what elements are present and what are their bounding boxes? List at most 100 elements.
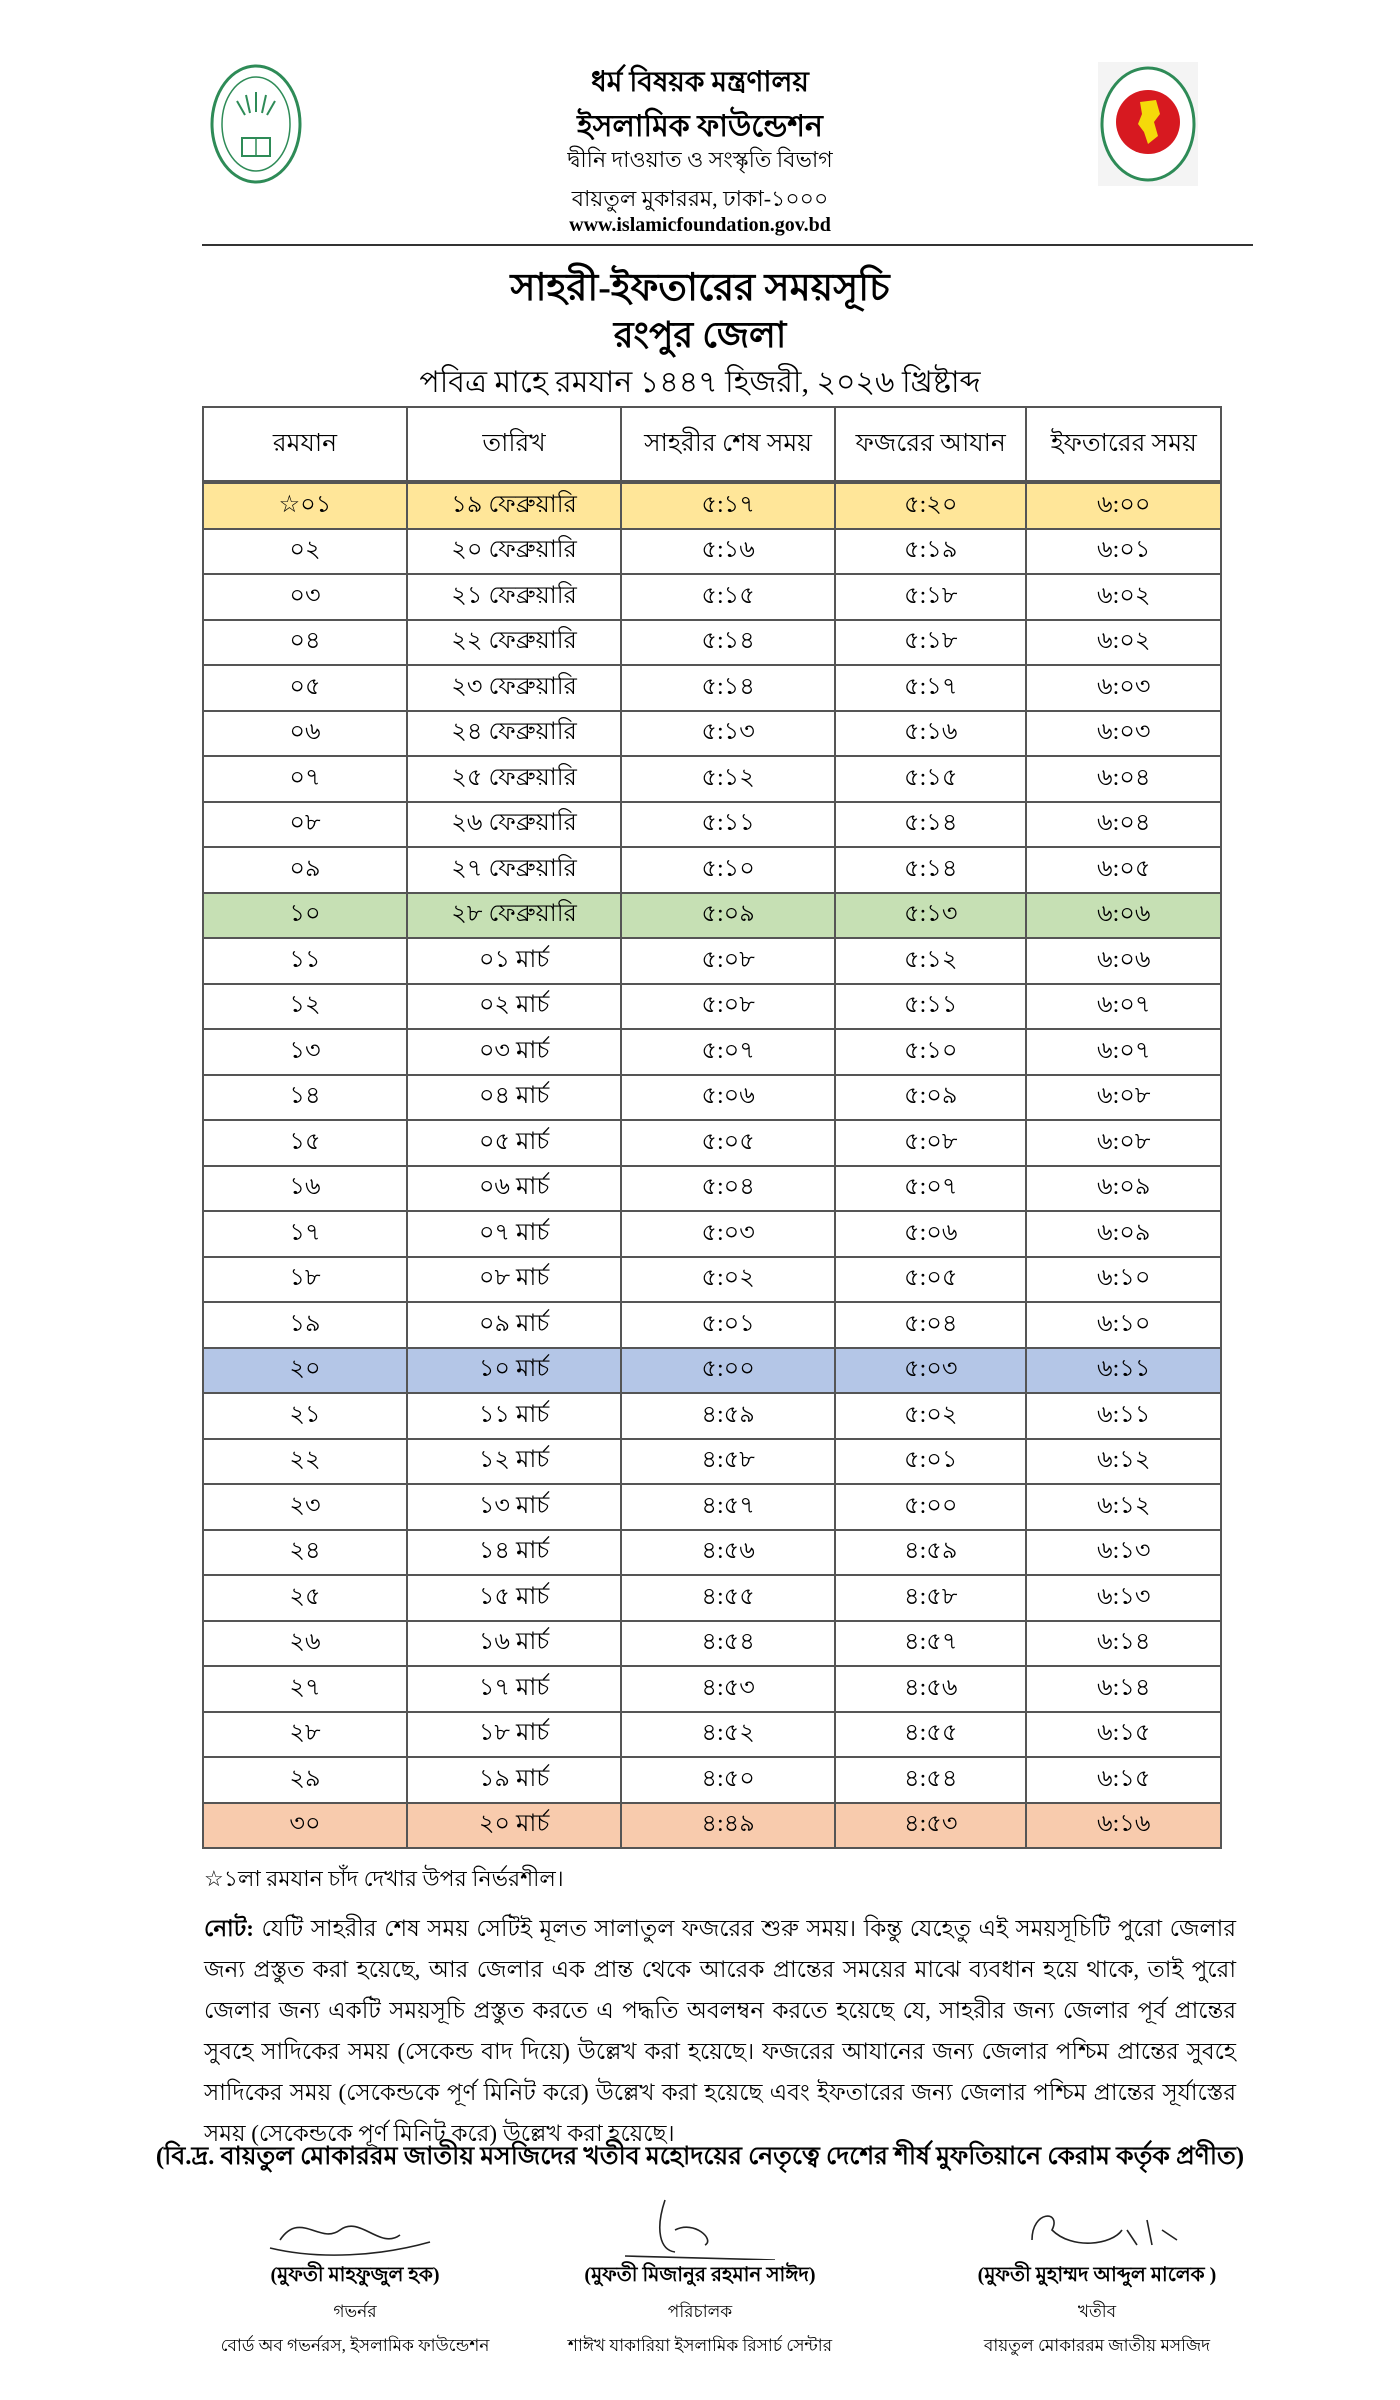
table-row: ২১ ১১ মার্চ ৪:৫৯ ৫:০২ ৬:১১ xyxy=(202,1392,1222,1440)
footnote: ☆১লা রমযান চাঁদ দেখার উপর নির্ভরশীল। xyxy=(204,1866,564,1891)
cell-ramadan: ২৮ xyxy=(202,1710,408,1758)
cell-sehri: ৫:০৩ xyxy=(620,1210,837,1258)
cell-iftar: ৬:১৩ xyxy=(1025,1528,1222,1576)
cell-iftar: ৬:০৬ xyxy=(1025,891,1222,939)
table-row: ০৪ ২২ ফেব্রুয়ারি ৫:১৪ ৫:১৮ ৬:০২ xyxy=(202,618,1222,666)
cell-sehri: ৫:০৬ xyxy=(620,1073,837,1121)
signatory-name: (মুফতী মাহফুজুল হক) xyxy=(270,2264,440,2286)
cell-ramadan: ২২ xyxy=(202,1437,408,1485)
cell-fajr: ৫:০৬ xyxy=(834,1210,1028,1258)
cell-ramadan: ২৫ xyxy=(202,1574,408,1622)
table-row: ০৫ ২৩ ফেব্রুয়ারি ৫:১৪ ৫:১৭ ৬:০৩ xyxy=(202,664,1222,712)
schedule-table: রমযান তারিখ সাহরীর শেষ সময় ফজরের আযান ই… xyxy=(202,406,1222,1849)
cell-iftar: ৬:০৪ xyxy=(1025,800,1222,848)
table-row: ২৮ ১৮ মার্চ ৪:৫২ ৪:৫৫ ৬:১৫ xyxy=(202,1710,1222,1758)
cell-fajr: ৫:০৭ xyxy=(834,1164,1028,1212)
cell-iftar: ৬:০৭ xyxy=(1025,1028,1222,1076)
cell-fajr: ৫:১৬ xyxy=(834,709,1028,757)
address: বায়তুল মুকাররম, ঢাকা-১০০০ xyxy=(571,186,829,211)
website-link[interactable]: www.islamicfoundation.gov.bd xyxy=(569,214,831,236)
cell-ramadan: ১৮ xyxy=(202,1255,408,1303)
cell-fajr: ৪:৫৯ xyxy=(834,1528,1028,1576)
cell-ramadan: ০৮ xyxy=(202,800,408,848)
cell-date: ২০ ফেব্রুয়ারি xyxy=(405,527,623,575)
cell-sehri: ৪:৫৬ xyxy=(620,1528,837,1576)
cell-iftar: ৬:১৩ xyxy=(1025,1574,1222,1622)
cell-ramadan: ১১ xyxy=(202,937,408,985)
cell-date: ২৪ ফেব্রুয়ারি xyxy=(405,709,623,757)
cell-sehri: ৫:১৪ xyxy=(620,664,837,712)
cell-fajr: ৫:১৮ xyxy=(834,618,1028,666)
signatory-name: (মুফতী মুহাম্মদ আব্দুল মালেক ) xyxy=(977,2264,1217,2286)
column-header-ramadan: রমযান xyxy=(202,406,408,483)
cell-fajr: ৪:৫৭ xyxy=(834,1619,1028,1667)
table-header-row: রমযান তারিখ সাহরীর শেষ সময় ফজরের আযান ই… xyxy=(202,406,1222,483)
cell-iftar: ৬:১৫ xyxy=(1025,1756,1222,1804)
cell-fajr: ৫:১২ xyxy=(834,937,1028,985)
table-row: ১০ ২৮ ফেব্রুয়ারি ৫:০৯ ৫:১৩ ৬:০৬ xyxy=(202,891,1222,939)
table-row: ২৯ ১৯ মার্চ ৪:৫০ ৪:৫৪ ৬:১৫ xyxy=(202,1756,1222,1804)
cell-fajr: ৫:০০ xyxy=(834,1483,1028,1531)
cell-ramadan: ১৪ xyxy=(202,1073,408,1121)
note-paragraph: নোট: যেটি সাহরীর শেষ সময় সেটিই মূলত সাল… xyxy=(204,1908,1236,2154)
cell-date: ১৩ মার্চ xyxy=(405,1483,623,1531)
cell-date: ০৫ মার্চ xyxy=(405,1119,623,1167)
cell-iftar: ৬:০৮ xyxy=(1025,1073,1222,1121)
cell-sehri: ৫:০০ xyxy=(620,1346,837,1394)
cell-fajr: ৫:০৩ xyxy=(834,1346,1028,1394)
cell-date: ২২ ফেব্রুয়ারি xyxy=(405,618,623,666)
cell-date: ০২ মার্চ xyxy=(405,982,623,1030)
cell-fajr: ৪:৫৮ xyxy=(834,1574,1028,1622)
cell-fajr: ৫:১৮ xyxy=(834,573,1028,621)
cell-fajr: ৪:৫৩ xyxy=(834,1801,1028,1849)
cell-iftar: ৬:১১ xyxy=(1025,1392,1222,1440)
cell-sehri: ৫:১৬ xyxy=(620,527,837,575)
cell-sehri: ৫:১৪ xyxy=(620,618,837,666)
table-row: ০৮ ২৬ ফেব্রুয়ারি ৫:১১ ৫:১৪ ৬:০৪ xyxy=(202,800,1222,848)
table-row: ২৬ ১৬ মার্চ ৪:৫৪ ৪:৫৭ ৬:১৪ xyxy=(202,1619,1222,1667)
cell-fajr: ৫:০৯ xyxy=(834,1073,1028,1121)
cell-sehri: ৫:০১ xyxy=(620,1301,837,1349)
cell-sehri: ৪:৫৩ xyxy=(620,1665,837,1713)
cell-sehri: ৪:৫২ xyxy=(620,1710,837,1758)
cell-date: ০৯ মার্চ xyxy=(405,1301,623,1349)
cell-iftar: ৬:১২ xyxy=(1025,1483,1222,1531)
cell-fajr: ৫:০৫ xyxy=(834,1255,1028,1303)
page-subtitle: পবিত্র মাহে রমযান ১৪৪৭ হিজরী, ২০২৬ খ্রিষ… xyxy=(419,366,981,399)
table-row: ২৫ ১৫ মার্চ ৪:৫৫ ৪:৫৮ ৬:১৩ xyxy=(202,1574,1222,1622)
cell-date: ১৯ মার্চ xyxy=(405,1756,623,1804)
cell-sehri: ৫:০৫ xyxy=(620,1119,837,1167)
cell-ramadan: ০৯ xyxy=(202,846,408,894)
table-row: ১৮ ০৮ মার্চ ৫:০২ ৫:০৫ ৬:১০ xyxy=(202,1255,1222,1303)
cell-iftar: ৬:১৪ xyxy=(1025,1619,1222,1667)
table-row: ☆০১ ১৯ ফেব্রুয়ারি ৫:১৭ ৫:২০ ৬:০০ xyxy=(202,481,1222,530)
signatory-organization: বোর্ড অব গভর্নরস, ইসলামিক ফাউন্ডেশন xyxy=(220,2336,490,2355)
cell-fajr: ৫:১১ xyxy=(834,982,1028,1030)
credit-line: (বি.দ্র. বায়তুল মোকাররম জাতীয় মসজিদের … xyxy=(155,2143,1245,2170)
cell-ramadan: ২৩ xyxy=(202,1483,408,1531)
cell-iftar: ৬:১২ xyxy=(1025,1437,1222,1485)
cell-date: ২৮ ফেব্রুয়ারি xyxy=(405,891,623,939)
cell-date: ২৫ ফেব্রুয়ারি xyxy=(405,755,623,803)
cell-fajr: ৪:৫৫ xyxy=(834,1710,1028,1758)
cell-sehri: ৫:১১ xyxy=(620,800,837,848)
cell-fajr: ৫:০৪ xyxy=(834,1301,1028,1349)
cell-fajr: ৫:১৪ xyxy=(834,846,1028,894)
signatory-name: (মুফতী মিজানুর রহমান সাঈদ) xyxy=(584,2264,816,2286)
column-header-sehri: সাহরীর শেষ সময় xyxy=(620,406,837,483)
cell-fajr: ৫:০১ xyxy=(834,1437,1028,1485)
cell-date: ২৭ ফেব্রুয়ারি xyxy=(405,846,623,894)
cell-iftar: ৬:০০ xyxy=(1025,481,1222,530)
note-text: যেটি সাহরীর শেষ সময় সেটিই মূলত সালাতুল … xyxy=(204,1916,1236,2146)
cell-sehri: ৪:৪৯ xyxy=(620,1801,837,1849)
cell-date: ১০ মার্চ xyxy=(405,1346,623,1394)
signatory-role: খতীব xyxy=(1077,2302,1117,2321)
cell-ramadan: ☆০১ xyxy=(202,481,408,530)
cell-sehri: ৪:৫৭ xyxy=(620,1483,837,1531)
cell-date: ০৩ মার্চ xyxy=(405,1028,623,1076)
cell-ramadan: ২৭ xyxy=(202,1665,408,1713)
table-row: ২৩ ১৩ মার্চ ৪:৫৭ ৫:০০ ৬:১২ xyxy=(202,1483,1222,1531)
note-label: নোট: xyxy=(204,1916,254,1941)
cell-ramadan: ৩০ xyxy=(202,1801,408,1849)
cell-date: ১৯ ফেব্রুয়ারি xyxy=(405,481,623,530)
